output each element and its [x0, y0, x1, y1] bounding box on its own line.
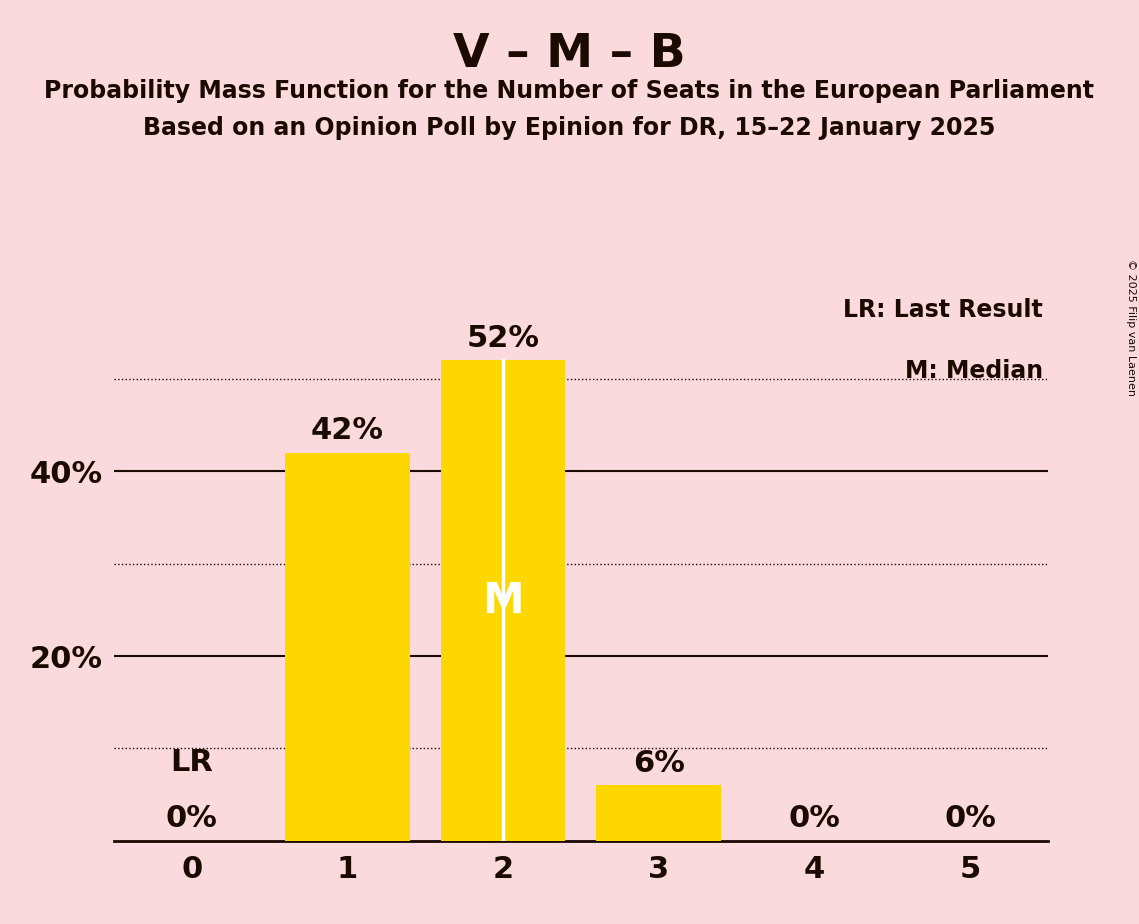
Text: 0%: 0%: [944, 805, 995, 833]
Text: M: Median: M: Median: [906, 359, 1043, 383]
Text: © 2025 Filip van Laenen: © 2025 Filip van Laenen: [1126, 259, 1136, 395]
Text: Probability Mass Function for the Number of Seats in the European Parliament: Probability Mass Function for the Number…: [44, 79, 1095, 103]
Bar: [597, 785, 721, 841]
Text: 0%: 0%: [788, 805, 841, 833]
Text: 52%: 52%: [467, 324, 540, 353]
Text: LR: LR: [171, 748, 213, 777]
Text: 42%: 42%: [311, 417, 384, 445]
Text: 0%: 0%: [166, 805, 218, 833]
Bar: [441, 360, 565, 841]
Text: Based on an Opinion Poll by Epinion for DR, 15–22 January 2025: Based on an Opinion Poll by Epinion for …: [144, 116, 995, 140]
Bar: [285, 453, 410, 841]
Text: V – M – B: V – M – B: [453, 32, 686, 78]
Text: LR: Last Result: LR: Last Result: [844, 298, 1043, 322]
Text: M: M: [482, 579, 524, 622]
Text: 6%: 6%: [633, 749, 685, 778]
